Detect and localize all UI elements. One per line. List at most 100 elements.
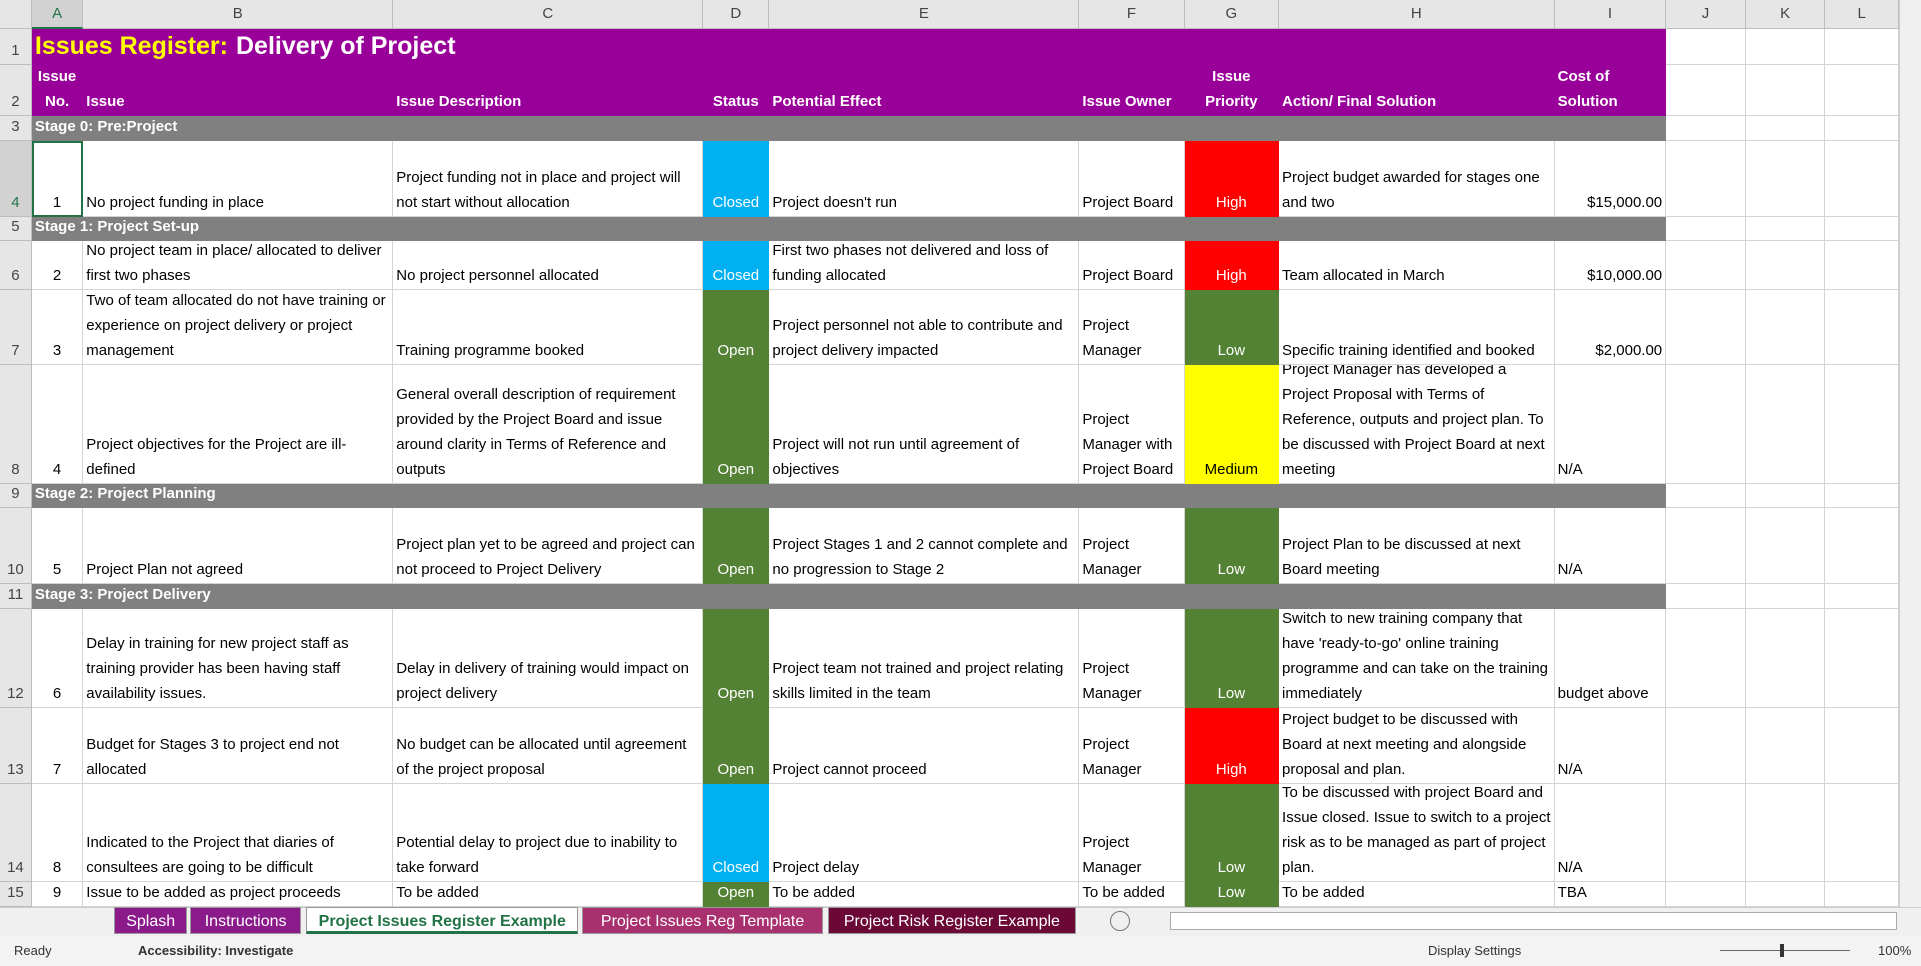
- row-header[interactable]: 9: [0, 483, 32, 509]
- cell: [1666, 365, 1746, 484]
- cost-cell: N/A: [1554, 784, 1667, 883]
- zoom-thumb[interactable]: [1780, 944, 1784, 957]
- cell: [1745, 882, 1826, 907]
- column-header[interactable]: C: [393, 0, 704, 30]
- cost-cell: budget above: [1554, 608, 1667, 709]
- v-scrollbar[interactable]: [1899, 0, 1921, 907]
- owner-cell: Project Manager: [1079, 508, 1185, 585]
- row-header[interactable]: 7: [0, 290, 32, 366]
- priority-cell: Low: [1184, 882, 1280, 907]
- column-header[interactable]: E: [769, 0, 1080, 30]
- title-text: Issues Register:: [34, 31, 228, 60]
- cell: [1666, 29, 1746, 65]
- cost-cell: $10,000.00: [1554, 241, 1667, 291]
- status-cell: Closed: [703, 140, 770, 217]
- title-text: Delivery of Project: [235, 31, 456, 60]
- cell: [1825, 584, 1899, 609]
- zoom-level[interactable]: 100%: [1878, 943, 1912, 958]
- effect-cell: Project Stages 1 and 2 cannot complete a…: [769, 508, 1080, 585]
- sheet-tab[interactable]: Project Issues Register Example: [306, 907, 579, 934]
- column-header[interactable]: I: [1554, 0, 1667, 30]
- description-cell: Potential delay to project due to inabil…: [393, 784, 704, 883]
- effect-cell: Project personnel not able to contribute…: [769, 290, 1080, 366]
- no-cell: 3: [31, 290, 84, 366]
- column-header[interactable]: K: [1745, 0, 1826, 30]
- stage-row: Stage 2: Project Planning: [31, 483, 1667, 509]
- cell: [1666, 116, 1746, 141]
- issue-cell: Project Plan not agreed: [83, 508, 394, 585]
- row-header[interactable]: 11: [0, 584, 32, 609]
- cell: [1745, 140, 1826, 217]
- no-cell: 7: [31, 708, 84, 785]
- effect-cell: Project doesn't run: [769, 140, 1080, 217]
- selected-cell[interactable]: [31, 140, 84, 217]
- cell: [1666, 708, 1746, 785]
- row-header[interactable]: 5: [0, 216, 32, 242]
- column-header[interactable]: H: [1279, 0, 1555, 30]
- sheet-tab[interactable]: Project Risk Register Example: [828, 907, 1076, 934]
- accessibility-status[interactable]: Accessibility: Investigate: [138, 943, 294, 958]
- column-title: Issue: [83, 64, 394, 117]
- sheet-tab[interactable]: Instructions: [189, 907, 302, 934]
- add-sheet-button[interactable]: [1110, 911, 1130, 931]
- row-header[interactable]: 13: [0, 708, 32, 785]
- sheet-tab[interactable]: Project Issues Reg Template: [581, 907, 824, 934]
- display-settings[interactable]: Display Settings: [1428, 943, 1522, 958]
- cost-cell: N/A: [1554, 508, 1667, 585]
- cell: [1825, 882, 1899, 907]
- description-cell: To be added: [393, 882, 704, 907]
- column-title: Issue Owner: [1079, 64, 1185, 117]
- owner-cell: Project Manager with Project Board: [1079, 365, 1185, 484]
- h-scrollbar[interactable]: [1170, 912, 1897, 930]
- column-header[interactable]: J: [1666, 0, 1746, 30]
- column-header[interactable]: A: [31, 0, 84, 30]
- cell: [1745, 64, 1826, 117]
- column-header[interactable]: D: [703, 0, 770, 30]
- cell: [1825, 708, 1899, 785]
- cell: [1745, 116, 1826, 141]
- column-header[interactable]: F: [1079, 0, 1185, 30]
- effect-cell: To be added: [769, 882, 1080, 907]
- owner-cell: To be added: [1079, 882, 1185, 907]
- action-cell: Specific training identified and booked: [1279, 290, 1555, 366]
- column-title: Status: [703, 64, 770, 117]
- column-header[interactable]: L: [1825, 0, 1899, 30]
- cell: [1825, 365, 1899, 484]
- cell: [1745, 784, 1826, 883]
- effect-cell: Project will not run until agreement of …: [769, 365, 1080, 484]
- issue-cell: Indicated to the Project that diaries of…: [83, 784, 394, 883]
- row-header[interactable]: 15: [0, 882, 32, 907]
- row-header[interactable]: 2: [0, 64, 32, 117]
- sheet-tab[interactable]: Splash: [113, 907, 188, 934]
- row-header[interactable]: 6: [0, 241, 32, 291]
- cell: [1825, 64, 1899, 117]
- row-header[interactable]: 4: [0, 140, 32, 217]
- column-header[interactable]: G: [1184, 0, 1280, 30]
- row-header[interactable]: 14: [0, 784, 32, 883]
- row-header[interactable]: 8: [0, 365, 32, 484]
- status-cell: Closed: [703, 784, 770, 883]
- cell: [1666, 784, 1746, 883]
- row-header[interactable]: 3: [0, 116, 32, 141]
- cell: [1666, 64, 1746, 117]
- priority-cell: Low: [1184, 784, 1280, 883]
- description-cell: Project plan yet to be agreed and projec…: [393, 508, 704, 585]
- column-header[interactable]: B: [83, 0, 394, 30]
- zoom-slider[interactable]: [1720, 950, 1850, 951]
- description-cell: Training programme booked: [393, 290, 704, 366]
- row-header[interactable]: 10: [0, 508, 32, 585]
- cell: [1825, 116, 1899, 141]
- issue-cell: No project funding in place: [83, 140, 394, 217]
- row-header[interactable]: 12: [0, 608, 32, 709]
- cell: [1745, 584, 1826, 609]
- column-title: Issue Description: [393, 64, 704, 117]
- cell: [1745, 483, 1826, 509]
- issue-cell: Issue to be added as project proceeds: [83, 882, 394, 907]
- cell: [1745, 290, 1826, 366]
- description-cell: No project personnel allocated: [393, 241, 704, 291]
- effect-cell: Project cannot proceed: [769, 708, 1080, 785]
- no-cell: 4: [31, 365, 84, 484]
- priority-cell: High: [1184, 708, 1280, 785]
- row-header[interactable]: 1: [0, 29, 32, 65]
